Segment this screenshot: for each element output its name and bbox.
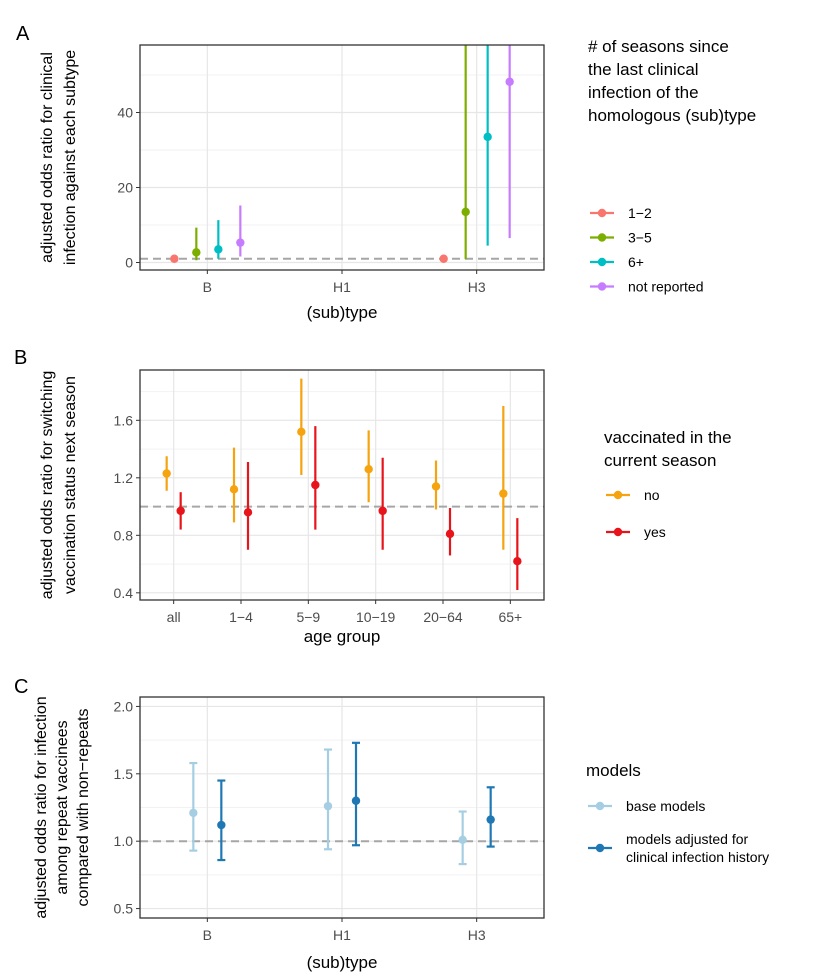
x-tick-label: 20−64 xyxy=(423,609,463,625)
point-marker xyxy=(189,808,198,818)
legend-label: 3−5 xyxy=(628,230,652,246)
point-marker xyxy=(458,835,467,845)
point-marker xyxy=(176,506,185,516)
legend-label: no xyxy=(644,487,660,503)
y-tick-label: 0.4 xyxy=(114,585,134,601)
legend-title: the last clinical xyxy=(588,60,699,79)
y-tick-label: 1.6 xyxy=(114,412,134,428)
x-tick-label: H1 xyxy=(333,279,351,295)
legend-label: yes xyxy=(644,524,666,540)
point-marker xyxy=(505,77,514,86)
x-tick-label: 10−19 xyxy=(356,609,396,625)
legend: vaccinated in the current season no yes xyxy=(604,428,732,540)
y-axis-title: among repeat vaccinees xyxy=(54,720,71,894)
point-marker xyxy=(217,820,226,830)
point-marker xyxy=(461,207,470,217)
y-tick-label: 0 xyxy=(125,255,133,271)
point-marker xyxy=(192,248,201,257)
y-axis-title: adjusted odds ratio for clinical xyxy=(39,52,56,263)
point-marker xyxy=(162,469,171,478)
y-tick-label: 1.5 xyxy=(114,766,134,782)
legend-key-marker xyxy=(597,282,607,291)
y-tick-label: 1.2 xyxy=(114,470,134,486)
y-axis-title: infection against each subtype xyxy=(62,50,79,265)
y-axis-title: vaccination status next season xyxy=(62,376,79,594)
legend-label: 6+ xyxy=(628,254,644,270)
point-marker xyxy=(486,815,495,824)
legend: # of seasons since the last clinical infec… xyxy=(588,37,756,295)
plot-frame xyxy=(139,369,545,601)
point-marker xyxy=(364,464,373,474)
legend-title: current season xyxy=(604,451,716,470)
legend-label: models adjusted for xyxy=(626,831,749,847)
legend-key-marker xyxy=(597,257,607,267)
plot-frame xyxy=(139,696,545,919)
point-marker xyxy=(323,801,333,811)
legend-key-marker xyxy=(597,233,607,242)
point-marker xyxy=(243,508,253,517)
y-tick-label: 40 xyxy=(117,105,133,121)
legend-label: base models xyxy=(626,798,705,814)
x-tick-label: 65+ xyxy=(498,609,522,625)
panel-label: C xyxy=(14,676,28,698)
legend-title: homologous (sub)type xyxy=(588,106,756,125)
x-tick-label: all xyxy=(167,609,181,625)
legend-title: models xyxy=(586,761,641,780)
x-axis-title: age group xyxy=(304,627,381,646)
plot-frame xyxy=(139,44,545,271)
point-marker xyxy=(236,238,245,247)
legend: models base models models adjusted for clin… xyxy=(586,761,769,865)
point-marker xyxy=(445,529,455,539)
y-axis-title: adjusted odds ratio for infection xyxy=(33,696,50,918)
point-marker xyxy=(439,254,448,263)
x-tick-label: H1 xyxy=(333,927,351,943)
point-marker xyxy=(229,485,239,494)
legend-key-marker xyxy=(613,527,623,537)
point-marker xyxy=(297,427,306,437)
x-axis-title: (sub)type xyxy=(307,303,378,322)
panel-label: A xyxy=(16,23,30,45)
point-marker xyxy=(378,506,387,516)
x-tick-label: B xyxy=(203,927,212,943)
point-marker xyxy=(170,254,179,263)
x-tick-label: 5−9 xyxy=(296,609,320,625)
point-marker xyxy=(431,482,441,491)
legend-title: infection of the xyxy=(588,83,699,102)
legend-label: not reported xyxy=(628,279,704,295)
y-tick-label: 2.0 xyxy=(114,698,134,714)
legend-key-marker xyxy=(613,490,623,500)
panel-label: B xyxy=(14,347,27,369)
y-axis-title: compared with non−repeats xyxy=(75,709,92,907)
point-marker xyxy=(214,245,223,254)
legend-key-marker xyxy=(595,801,605,811)
panel-b: B 0.4 0.8 1.2 1.6 all 1−4 5−9 10−19 20−64 65+ age g… xyxy=(14,347,732,646)
y-tick-label: 0.8 xyxy=(114,527,134,543)
legend-label: 1−2 xyxy=(628,205,652,221)
x-axis-title: (sub)type xyxy=(307,953,378,972)
x-tick-label: B xyxy=(203,279,212,295)
point-marker xyxy=(311,480,320,490)
point-marker xyxy=(351,796,361,805)
point-marker xyxy=(499,489,508,498)
y-tick-label: 0.5 xyxy=(114,901,134,917)
y-axis-title: adjusted odds ratio for switching xyxy=(39,371,56,600)
point-marker xyxy=(513,556,522,566)
y-tick-label: 1.0 xyxy=(114,833,134,849)
panel-a: A 0 20 40 B H1 H3 (sub)type adjusted odds ratio … xyxy=(16,23,756,322)
legend-key-marker xyxy=(595,843,605,853)
legend-title: vaccinated in the xyxy=(604,428,732,447)
legend-key-marker xyxy=(597,208,607,218)
panel-c: C 0.5 1.0 1.5 2.0 B H1 H3 (sub)type adjusted odds… xyxy=(14,676,769,972)
x-tick-label: 1−4 xyxy=(229,609,253,625)
y-tick-label: 20 xyxy=(117,180,133,196)
x-tick-label: H3 xyxy=(468,279,486,295)
point-marker xyxy=(483,132,492,142)
x-tick-label: H3 xyxy=(468,927,486,943)
legend-title: # of seasons since xyxy=(588,37,729,56)
legend-label: clinical infection history xyxy=(626,849,769,865)
